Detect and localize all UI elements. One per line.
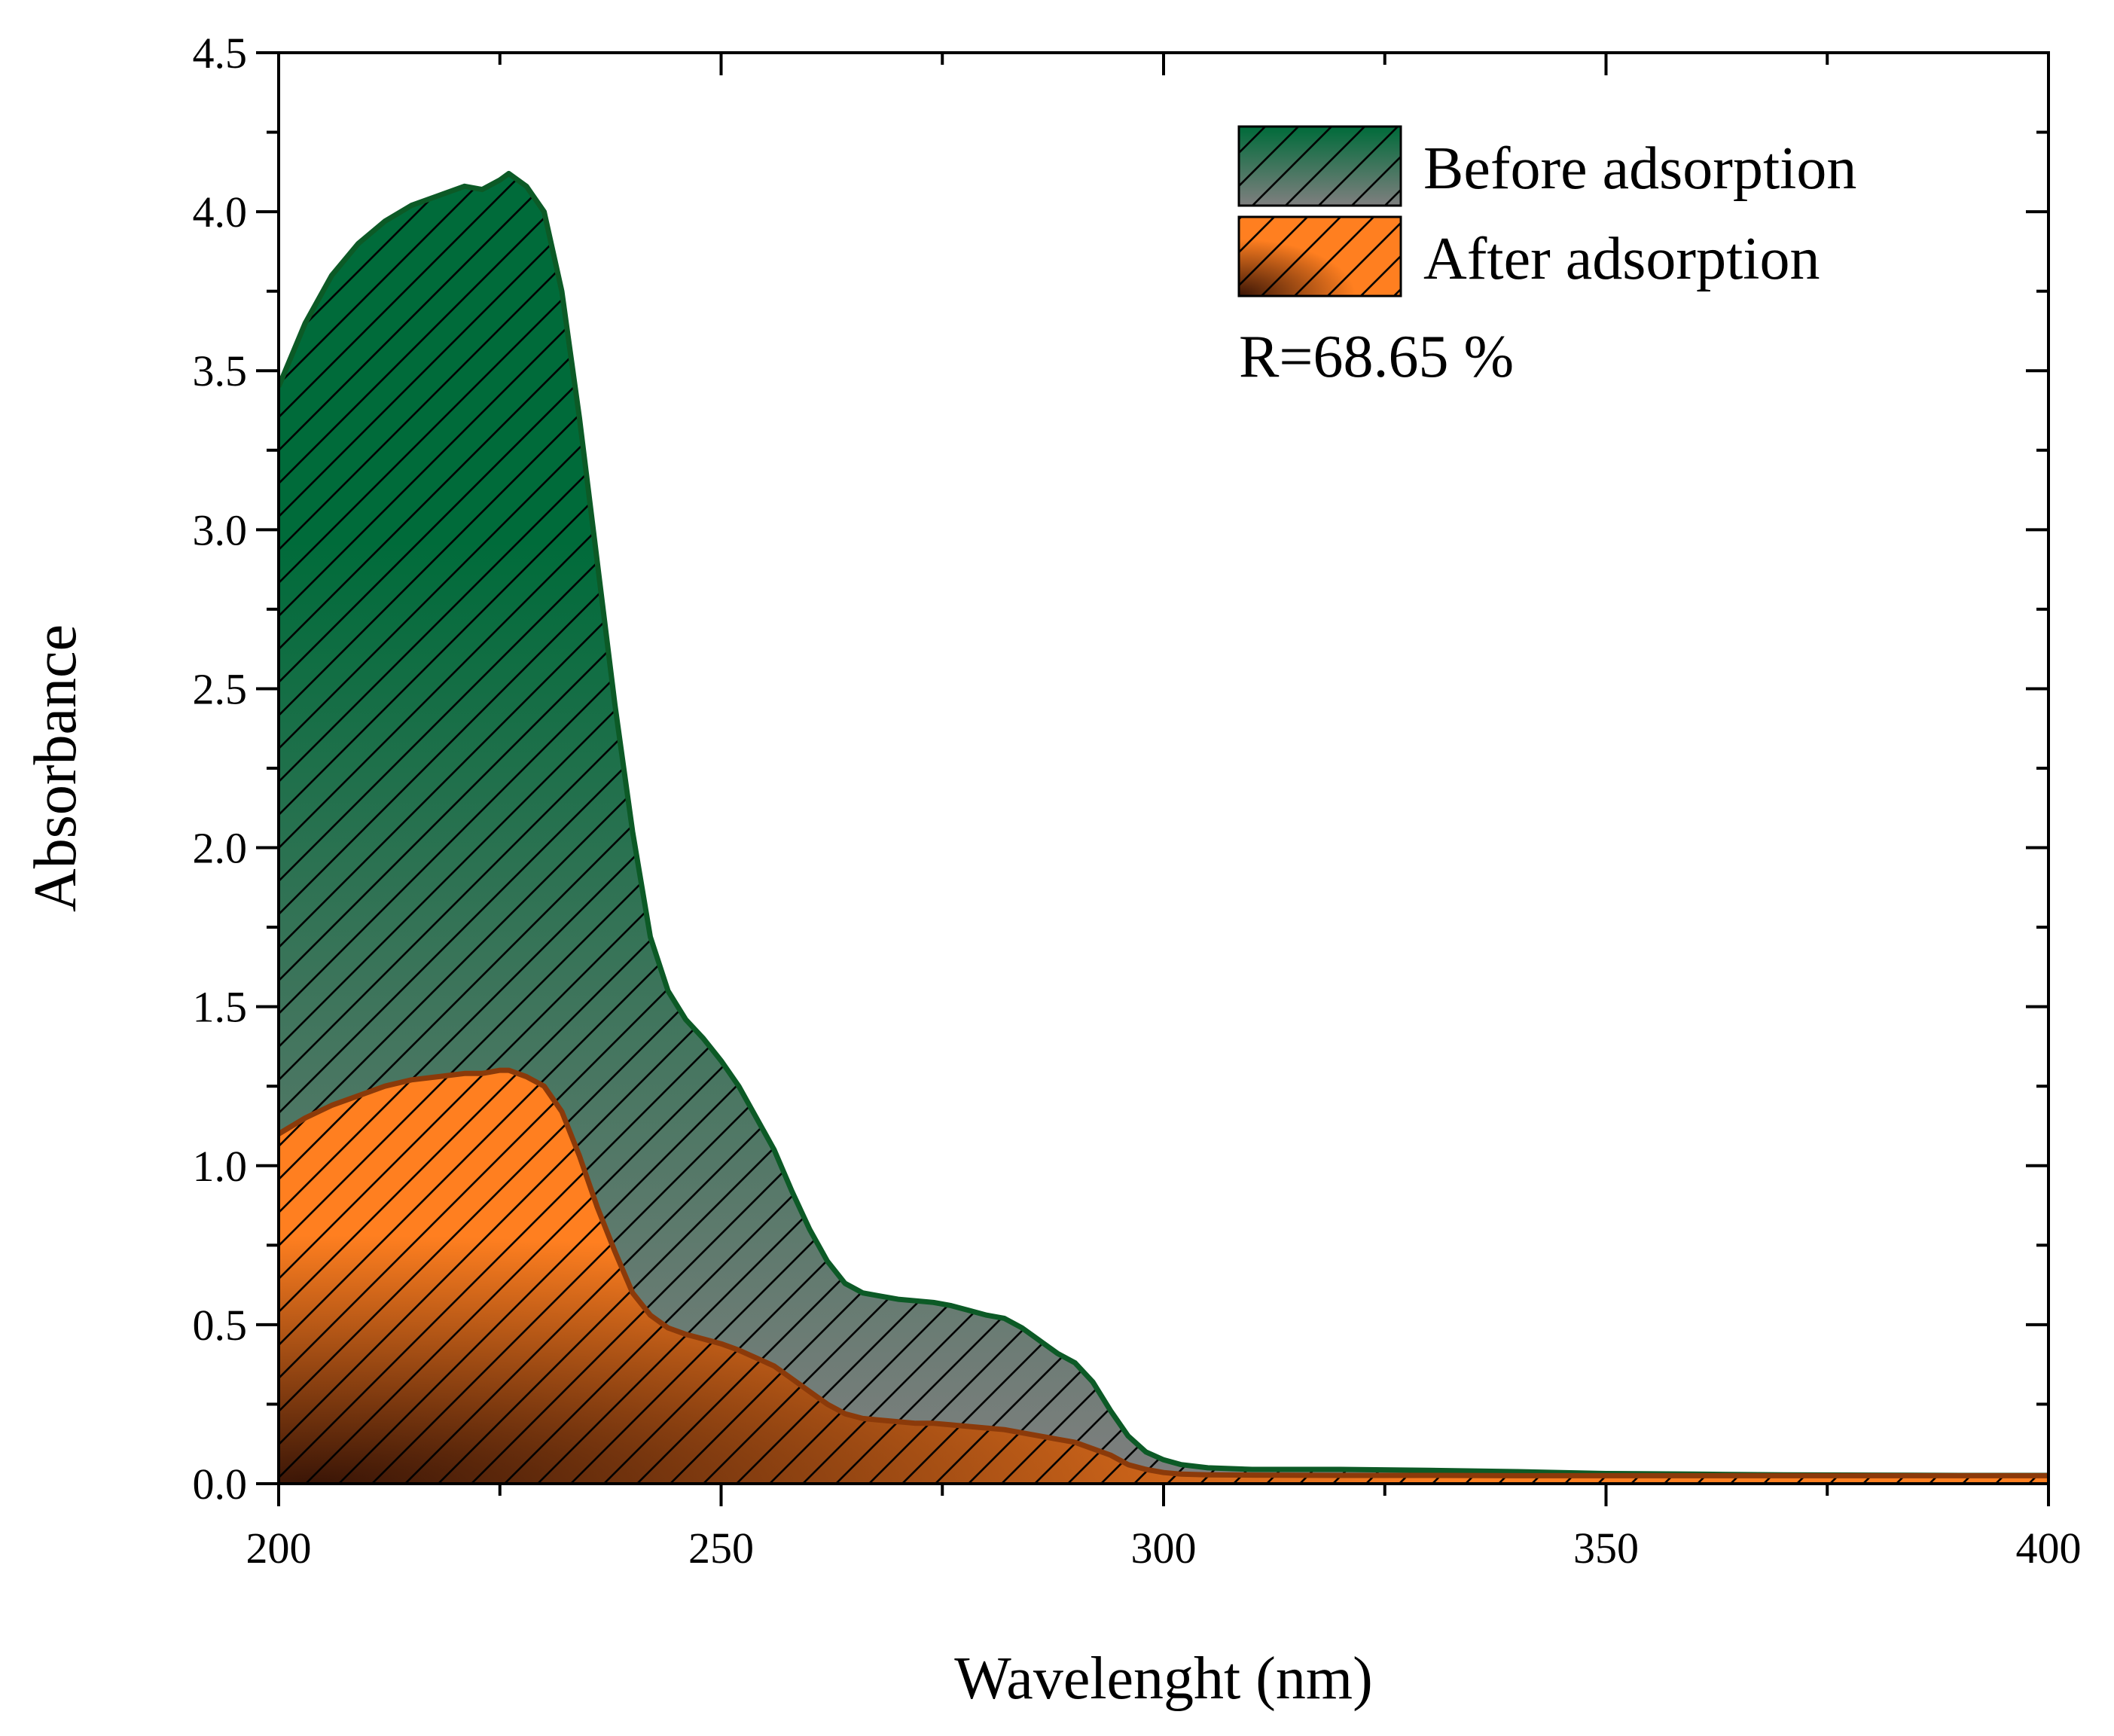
x-axis-title: Wavelenght (nm): [954, 1646, 1373, 1712]
x-tick-label: 300: [1131, 1524, 1197, 1573]
x-tick-label: 250: [688, 1524, 754, 1573]
y-tick-label: 0.0: [193, 1460, 248, 1509]
legend-swatch-before-hatch: [1239, 127, 1401, 206]
hatch-before: [279, 173, 2048, 1484]
legend-swatch-after-hatch: [1239, 217, 1401, 296]
hatch-after: [279, 1070, 2048, 1484]
line-before: [279, 170, 2048, 1478]
legend-label-before: Before adsorption: [1423, 136, 1856, 202]
removal-annotation: R=68.65 %: [1239, 324, 1514, 390]
y-tick-label: 3.0: [193, 505, 248, 554]
line-after: [279, 1067, 2048, 1478]
y-tick-label: 2.5: [193, 664, 248, 713]
legend: Before adsorption After adsorption R=68.…: [1237, 125, 1856, 390]
y-tick-label: 3.5: [193, 346, 248, 395]
y-tick-label: 1.5: [193, 983, 248, 1032]
y-tick-label: 4.0: [193, 188, 248, 236]
legend-label-after: After adsorption: [1423, 226, 1820, 292]
x-tick-label: 350: [1573, 1524, 1639, 1573]
x-tick-label: 200: [246, 1524, 312, 1573]
y-tick-label: 4.5: [193, 29, 248, 78]
y-axis-title: Absorbance: [23, 624, 89, 912]
y-tick-label: 1.0: [193, 1142, 248, 1191]
x-tick-label: 400: [2016, 1524, 2082, 1573]
y-tick-label: 2.0: [193, 824, 248, 873]
y-tick-label: 0.5: [193, 1301, 248, 1350]
